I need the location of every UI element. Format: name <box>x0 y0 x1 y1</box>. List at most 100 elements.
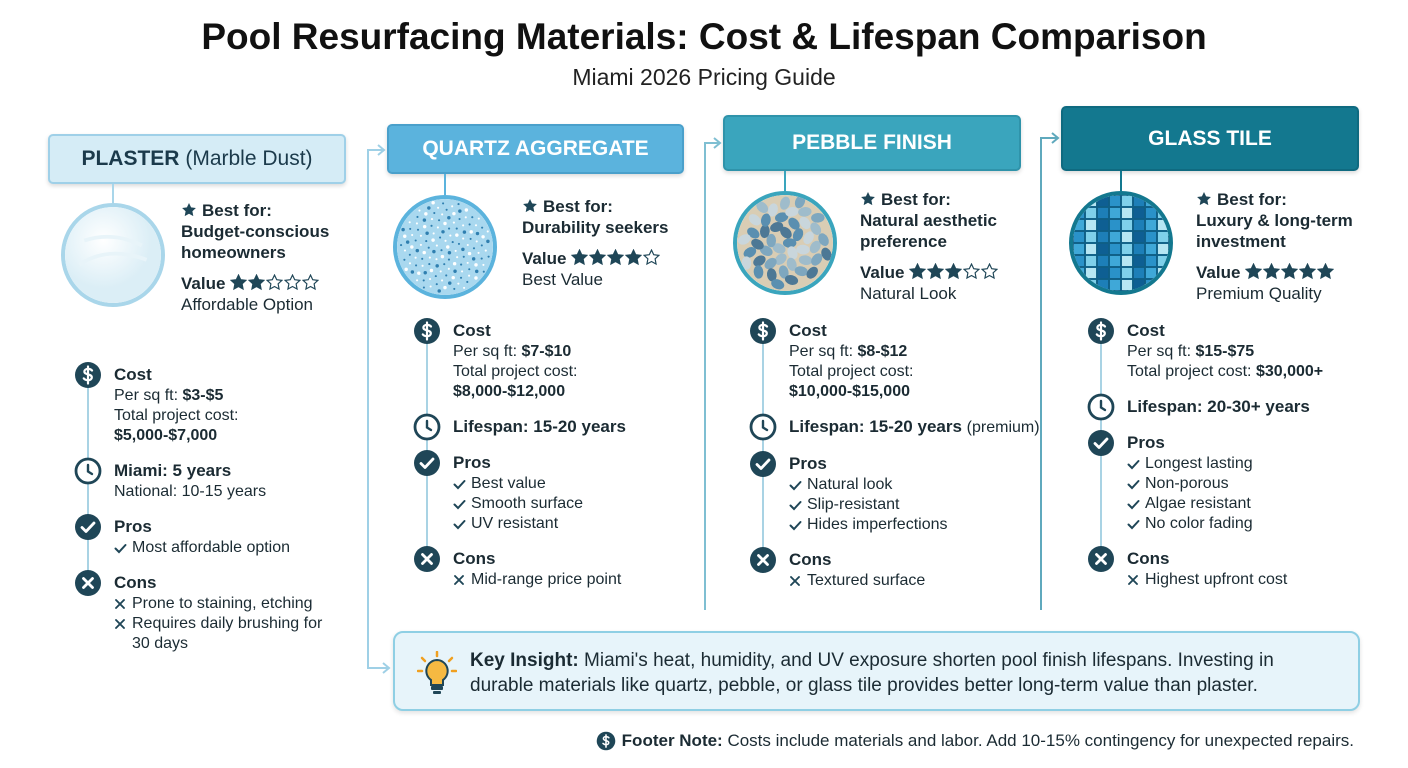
swatch-texture-part <box>416 279 419 282</box>
swatch-texture-part <box>456 256 459 259</box>
swatch-texture-part <box>1109 243 1121 255</box>
cons-heading: Cons <box>1127 549 1170 568</box>
lifespan-note: (premium) <box>966 419 1040 436</box>
swatch-texture-part <box>760 213 771 227</box>
swatch-texture-part <box>481 226 484 229</box>
swatch-texture-part <box>443 263 446 266</box>
swatch-texture-part <box>434 275 437 278</box>
check-mark <box>453 480 466 490</box>
swatch-texture-part <box>482 270 485 273</box>
swatch-texture-part <box>451 275 455 280</box>
swatch-texture-part <box>1133 231 1145 243</box>
x-mark-part <box>790 576 800 586</box>
insight-text: Key Insight: Miami's heat, humidity, and… <box>470 648 1340 698</box>
star-filled <box>945 262 963 280</box>
material-name: PLASTER <box>81 147 180 170</box>
star-filled <box>625 248 643 266</box>
star-filled-part <box>625 248 643 266</box>
value-note: Affordable Option <box>181 295 313 314</box>
icon-glyph <box>601 734 610 748</box>
check-mark <box>1127 480 1140 490</box>
best-for-label: Best for: <box>881 190 951 209</box>
swatch-texture-part <box>464 216 467 219</box>
lifespan-heading: Miami: 5 years <box>114 460 324 482</box>
x-mark <box>115 619 125 629</box>
insight-box: Key Insight: Miami's heat, humidity, and… <box>393 631 1360 711</box>
swatch-texture-part <box>466 261 469 264</box>
pros-item: Longest lasting <box>1127 454 1345 474</box>
best-for-block: Best for: Luxury & long-term investment Va… <box>1196 189 1371 304</box>
star-filled <box>909 262 927 280</box>
star-filled-part <box>1299 262 1317 280</box>
swatch-texture-part <box>416 215 419 219</box>
swatch-texture-part <box>477 251 480 254</box>
swatch-texture-part <box>798 207 812 217</box>
swatch-texture-part <box>1133 243 1145 255</box>
icon-life <box>1087 393 1115 421</box>
material-swatch <box>61 203 165 307</box>
check-mark <box>1127 520 1140 530</box>
swatch-texture-part <box>486 239 490 244</box>
value-rating: Value <box>860 262 1035 283</box>
lifespan-text: Lifespan: 15-20 years <box>789 417 962 436</box>
swatch-texture-part <box>447 267 450 270</box>
value-note: Best Value <box>522 270 603 289</box>
check-mark <box>1127 460 1140 470</box>
icon-life-part <box>425 419 433 432</box>
arrow-head <box>377 144 386 156</box>
swatch-texture-part <box>446 245 450 249</box>
star-filled-part <box>571 248 589 266</box>
swatch-texture-part <box>753 255 766 267</box>
section-cost: Cost Per sq ft: $3-$5 Total project cost: … <box>74 362 324 446</box>
swatch-texture-part <box>431 201 435 205</box>
ray <box>420 656 427 663</box>
footer: Footer Note: Costs include materials and… <box>596 731 1354 751</box>
section-pros: Pros Natural look Slip-resistant Hides impe… <box>749 451 999 535</box>
value-label: Value <box>181 274 226 293</box>
swatch-texture-part <box>428 256 431 259</box>
connector-group <box>367 132 1060 674</box>
icon-cons <box>750 547 776 573</box>
bulb-rays <box>417 651 457 673</box>
swatch-texture-part <box>766 233 777 248</box>
swatch-texture-part <box>433 212 436 215</box>
swatch-texture-part <box>448 227 451 230</box>
swatch-stem <box>444 174 446 195</box>
best-for-star-part <box>182 203 196 217</box>
total-label: Total project cost: <box>789 363 914 380</box>
best-for-star <box>523 199 537 213</box>
swatch-texture-part <box>455 233 459 237</box>
cons-item: Highest upfront cost <box>1127 570 1345 590</box>
star-filled <box>230 273 248 291</box>
material-header: PLASTER (Marble Dust) <box>48 134 346 184</box>
arrow-head <box>382 662 391 674</box>
swatch-texture-part <box>463 286 466 289</box>
pros-item-text: Slip-resistant <box>807 496 900 513</box>
swatch-texture-part <box>1097 267 1109 279</box>
swatch-texture-part <box>424 212 428 216</box>
swatch-texture-part <box>441 279 444 282</box>
pros-heading: Pros <box>453 453 491 472</box>
icon-cost <box>75 362 101 388</box>
check-mark-part <box>789 501 802 511</box>
bulb-base <box>431 686 443 690</box>
value-rating: Value <box>181 273 356 294</box>
swatch-texture-part <box>1157 255 1169 267</box>
swatch-texture-part <box>422 286 425 289</box>
bulb-icon <box>417 651 457 694</box>
swatch-texture-part <box>806 266 818 279</box>
cons-item: Textured surface <box>789 571 1007 591</box>
per-sqft-value: $3-$5 <box>182 387 224 404</box>
check-mark <box>1127 500 1140 510</box>
x-mark <box>1128 575 1138 585</box>
check-mark-part <box>453 480 466 490</box>
swatch-texture-part <box>487 255 490 258</box>
best-for-heading: Best for: <box>860 189 1035 210</box>
icon-cost-part <box>757 321 769 341</box>
star-empty-part <box>302 273 320 291</box>
swatch-texture-part <box>811 253 823 266</box>
swatch-texture-part <box>457 203 460 206</box>
icon-cost <box>414 318 440 344</box>
pros-item: Slip-resistant <box>789 495 1007 515</box>
